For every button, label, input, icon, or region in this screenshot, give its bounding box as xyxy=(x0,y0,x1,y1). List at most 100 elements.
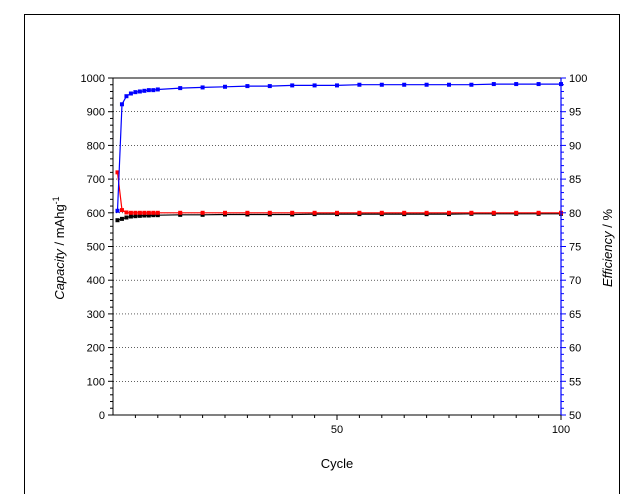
data-point xyxy=(402,210,407,215)
data-point xyxy=(223,84,227,89)
data-point xyxy=(335,210,339,215)
data-point xyxy=(178,212,183,217)
data-point xyxy=(514,82,519,87)
data-point xyxy=(290,83,295,88)
data-point xyxy=(119,208,124,213)
data-point xyxy=(124,94,129,99)
data-point xyxy=(119,102,124,107)
y-right-tick-label: 85 xyxy=(569,174,581,186)
data-point xyxy=(155,210,160,215)
data-point xyxy=(142,88,147,93)
data-point xyxy=(115,218,120,223)
series-line xyxy=(116,172,561,214)
data-point xyxy=(124,210,129,215)
y-left-tick-label: 300 xyxy=(87,309,105,321)
data-point xyxy=(155,213,160,218)
data-point xyxy=(357,82,362,87)
data-point xyxy=(124,215,129,220)
data-point xyxy=(200,212,205,217)
data-point xyxy=(178,210,183,215)
data-point xyxy=(133,210,138,215)
y-left-tick-label: 0 xyxy=(99,410,105,422)
y-left-tick-label: 800 xyxy=(87,140,105,152)
data-point xyxy=(151,210,156,215)
data-point xyxy=(133,90,138,95)
data-point xyxy=(447,210,451,215)
y-left-tick-label: 100 xyxy=(87,376,105,388)
data-point xyxy=(402,82,407,87)
data-point xyxy=(536,210,541,215)
data-point xyxy=(335,83,339,88)
x-tick-label: 100 xyxy=(552,424,570,436)
y-left-tick-label: 500 xyxy=(87,242,105,254)
gridlines xyxy=(113,111,561,382)
data-point xyxy=(200,85,205,90)
y-right-tick-label: 50 xyxy=(569,410,581,422)
y-right-tick-label: 70 xyxy=(569,275,581,287)
data-point xyxy=(424,210,429,215)
data-point xyxy=(491,210,496,215)
y-right-tick-label: 90 xyxy=(569,140,581,152)
y-right-tick-label: 55 xyxy=(569,376,581,388)
data-point xyxy=(379,210,384,215)
data-point xyxy=(128,91,133,96)
data-point xyxy=(115,208,120,213)
data-point xyxy=(312,210,317,215)
data-point xyxy=(178,86,183,91)
data-point xyxy=(245,84,250,89)
y-left-tick-label: 700 xyxy=(87,174,105,186)
data-point xyxy=(151,213,156,218)
y-left-tick-label: 400 xyxy=(87,275,105,287)
data-point xyxy=(146,88,151,93)
data-point xyxy=(146,213,151,218)
y-right-tick-label: 75 xyxy=(569,242,581,254)
data-point xyxy=(424,82,429,87)
data-point xyxy=(128,210,133,215)
series-2 xyxy=(115,82,563,213)
data-point xyxy=(151,88,156,93)
data-point xyxy=(137,89,142,94)
ticks: 0 100 200 300 400 500 600 700 800 900 1000 50 55 60 65… xyxy=(81,73,588,436)
y-left-tick-label: 1000 xyxy=(81,73,105,85)
series-line xyxy=(116,83,561,211)
series-layer xyxy=(115,82,563,223)
data-point xyxy=(223,210,227,215)
data-point xyxy=(142,213,147,218)
x-axis-label: Cycle xyxy=(321,456,354,471)
y-left-tick-label: 600 xyxy=(87,208,105,220)
data-point xyxy=(245,210,250,215)
data-point xyxy=(133,214,138,219)
axes xyxy=(112,77,562,416)
data-point xyxy=(200,210,205,215)
data-point xyxy=(379,82,384,87)
y-right-tick-label: 65 xyxy=(569,309,581,321)
data-point xyxy=(469,210,474,215)
data-point xyxy=(312,83,317,88)
data-point xyxy=(491,82,496,87)
y-right-tick-label: 80 xyxy=(569,208,581,220)
data-point xyxy=(155,87,160,92)
data-point xyxy=(357,210,362,215)
y-axis-left-label: Capacity / mAhg-1 xyxy=(51,196,67,299)
data-point xyxy=(536,82,541,87)
data-point xyxy=(447,82,451,87)
data-point xyxy=(267,210,272,215)
data-point xyxy=(142,210,147,215)
data-point xyxy=(115,170,120,175)
y-left-tick-label: 900 xyxy=(87,107,105,119)
data-point xyxy=(469,82,474,87)
data-point xyxy=(128,214,133,219)
y-right-tick-label: 95 xyxy=(569,107,581,119)
series-line xyxy=(117,213,561,221)
chart-frame xyxy=(24,14,620,494)
series-1 xyxy=(115,170,563,215)
data-point xyxy=(267,84,272,89)
y-axis-right-label: Efficiency / % xyxy=(600,209,615,287)
data-point xyxy=(119,216,124,221)
data-point xyxy=(146,210,151,215)
data-point xyxy=(290,210,295,215)
y-right-tick-label: 60 xyxy=(569,343,581,355)
y-right-tick-label: 100 xyxy=(569,73,587,85)
x-tick-label: 50 xyxy=(331,424,343,436)
